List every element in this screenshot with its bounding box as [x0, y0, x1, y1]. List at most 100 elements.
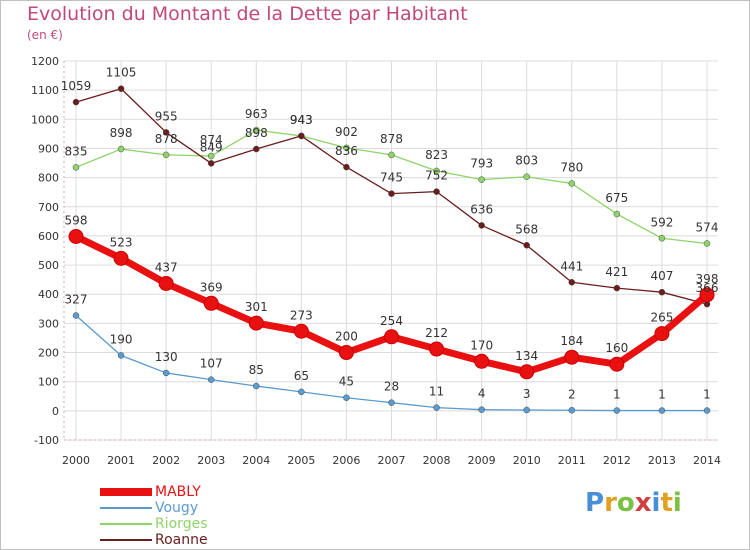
- data-point-mably: [113, 250, 129, 266]
- data-label-roanne: 407: [650, 269, 673, 283]
- data-label-roanne: 441: [560, 259, 583, 273]
- data-label-riorges: 898: [110, 126, 133, 140]
- y-tick-label: 300: [38, 317, 59, 330]
- data-point-riorges: [72, 164, 80, 171]
- data-label-riorges: 878: [380, 132, 403, 146]
- legend-label: Roanne: [155, 532, 208, 548]
- legend-swatch: [100, 507, 152, 509]
- x-tick-label: 2005: [287, 454, 315, 467]
- data-point-vougy: [298, 388, 305, 396]
- data-label-mably: 160: [605, 341, 628, 355]
- data-point-roanne: [117, 85, 125, 92]
- data-label-riorges: 592: [650, 215, 673, 229]
- logo-letter: i: [672, 488, 682, 518]
- x-tick-label: 2001: [107, 454, 135, 467]
- data-point-mably: [293, 323, 309, 339]
- data-point-vougy: [703, 407, 711, 414]
- x-tick-label: 2006: [332, 454, 360, 467]
- legend-swatch: [100, 539, 152, 541]
- data-label-riorges: 780: [560, 160, 583, 174]
- data-point-mably: [248, 315, 264, 331]
- data-point-riorges: [658, 235, 666, 242]
- data-label-vougy: 327: [65, 293, 88, 307]
- logo-letter: i: [651, 488, 661, 518]
- data-label-roanne: 568: [515, 222, 538, 236]
- proxiti-logo: Proxiti: [585, 488, 682, 518]
- y-tick-label: 0: [52, 405, 59, 418]
- y-tick-label: 1100: [31, 84, 59, 97]
- data-point-roanne: [433, 188, 440, 195]
- data-label-riorges: 963: [245, 107, 268, 121]
- data-label-mably: 254: [380, 314, 403, 328]
- data-label-vougy: 1: [658, 388, 666, 402]
- data-label-mably: 200: [335, 330, 358, 344]
- data-point-riorges: [207, 152, 215, 160]
- data-point-roanne: [478, 222, 485, 229]
- chart-subtitle: (en €): [27, 28, 63, 42]
- x-tick-label: 2013: [648, 454, 676, 467]
- data-label-vougy: 85: [249, 363, 264, 377]
- data-label-vougy: 1: [613, 388, 621, 402]
- data-point-vougy: [658, 407, 666, 414]
- logo-letter: t: [660, 488, 673, 518]
- data-point-riorges: [388, 151, 395, 159]
- data-label-mably: 265: [650, 311, 673, 325]
- data-point-riorges: [613, 210, 621, 218]
- data-point-mably: [203, 295, 219, 311]
- data-point-vougy: [523, 406, 530, 414]
- data-label-mably: 184: [560, 334, 583, 348]
- data-point-riorges: [433, 167, 440, 175]
- data-point-mably: [429, 341, 445, 357]
- data-point-mably: [519, 364, 535, 380]
- data-point-mably: [338, 345, 354, 361]
- x-tick-label: 2008: [423, 454, 451, 467]
- data-label-riorges: 793: [470, 157, 493, 171]
- data-point-vougy: [162, 369, 170, 377]
- x-tick-label: 2011: [558, 454, 586, 467]
- x-tick-label: 2003: [197, 454, 225, 467]
- data-point-riorges: [703, 240, 711, 247]
- data-label-mably: 301: [245, 300, 268, 314]
- data-label-vougy: 65: [294, 369, 309, 383]
- data-point-roanne: [162, 129, 170, 136]
- data-label-riorges: 823: [425, 148, 448, 162]
- y-tick-label: 700: [38, 201, 59, 214]
- data-point-vougy: [253, 382, 260, 390]
- y-tick-label: 1000: [31, 113, 59, 126]
- data-label-mably: 437: [155, 260, 178, 274]
- data-label-vougy: 28: [384, 380, 399, 394]
- x-tick-label: 2000: [62, 454, 90, 467]
- data-label-vougy: 11: [429, 385, 444, 399]
- data-point-mably: [384, 329, 399, 345]
- data-label-roanne: 745: [380, 171, 403, 185]
- y-tick-label: 100: [38, 376, 59, 389]
- data-point-roanne: [658, 288, 666, 296]
- data-point-riorges: [343, 144, 350, 152]
- data-point-vougy: [478, 406, 485, 413]
- data-label-mably: 134: [515, 349, 538, 363]
- data-point-roanne: [388, 190, 395, 197]
- data-label-roanne: 1059: [61, 79, 92, 93]
- logo-letter: r: [604, 488, 617, 518]
- data-point-mably: [699, 287, 715, 303]
- data-point-roanne: [207, 160, 215, 167]
- data-label-mably: 523: [110, 235, 133, 249]
- x-tick-label: 2012: [603, 454, 631, 467]
- y-tick-label: -100: [34, 434, 59, 447]
- data-label-riorges: 835: [65, 144, 88, 158]
- data-point-roanne: [72, 98, 80, 106]
- x-tick-label: 2009: [468, 454, 496, 467]
- y-tick-label: 900: [38, 142, 59, 155]
- data-point-vougy: [388, 399, 395, 406]
- data-point-roanne: [613, 284, 621, 292]
- data-label-riorges: 803: [515, 154, 538, 168]
- legend-label: Vougy: [155, 500, 199, 516]
- y-tick-label: 500: [38, 259, 59, 272]
- data-point-roanne: [298, 132, 305, 140]
- legend-label: Riorges: [155, 516, 208, 532]
- data-label-roanne: 752: [425, 169, 448, 183]
- x-tick-label: 2007: [378, 454, 406, 467]
- data-label-mably: 598: [65, 214, 88, 228]
- data-label-roanne: 849: [200, 140, 223, 154]
